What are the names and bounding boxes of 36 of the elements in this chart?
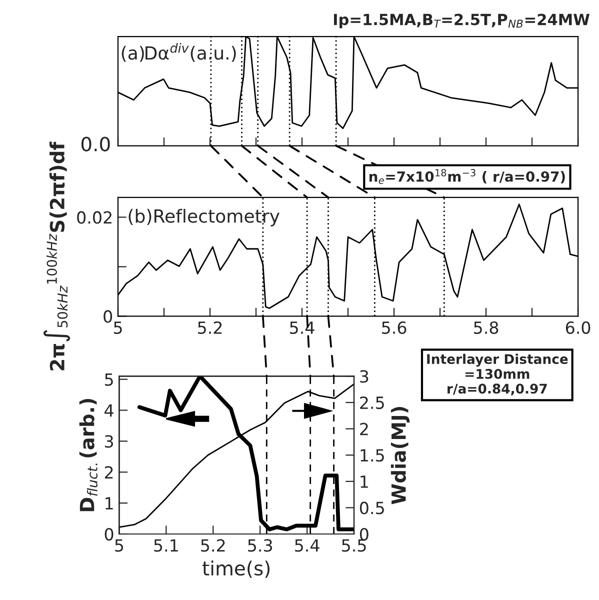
x-tick-label: 5: [115, 539, 124, 552]
text: n$_{e}$=7x10$^{18}$m$^{−3}$ ( r/a=0.97): [370, 169, 565, 184]
y-tick-label: 4: [104, 404, 114, 417]
annotation: (b)Reflectometry: [128, 208, 280, 226]
x-axis-title: time(s): [202, 560, 270, 578]
x-tick-label: 5.5: [342, 539, 366, 552]
x-tick-label: 5.1: [154, 539, 178, 552]
y-tick-label: 3: [105, 435, 114, 448]
y2-tick-label: 2.5: [360, 396, 384, 410]
y2-tick-label: 2: [360, 422, 368, 436]
x-tick-label: 5.4: [295, 539, 320, 552]
y-tick-label: 1: [106, 497, 113, 510]
x-tick-label: 5.3: [248, 539, 272, 552]
y-tick-label: 0.02: [77, 211, 112, 224]
y-tick-label: 0: [104, 528, 114, 541]
text: Ip=1.5MA,B$_{T}$=2.5T,P$_{NB}$=24MW: [334, 14, 590, 28]
annotation: (a)Dα$^{div}$(a.u.): [122, 43, 236, 62]
y2-tick-label: 3: [360, 370, 368, 383]
y-tick-label: 2: [104, 466, 113, 478]
y2-tick-label: 1.5: [360, 449, 384, 462]
y2-tick-label: 1: [360, 476, 368, 488]
y2-axis-title: Wdia(MJ): [390, 407, 410, 504]
x-tick-label: 5: [114, 322, 122, 334]
x-tick-label: 5.2: [198, 321, 222, 334]
text: Interlayer Distance =130mm r/a=0.84,0.97: [427, 354, 568, 396]
y-axis-title: 2π∫$_{50kHz}$$^{100kHz}$S(2πf)df: [43, 142, 70, 370]
x-tick-label: 5.8: [474, 321, 498, 334]
y-tick-label: 0: [104, 310, 112, 323]
x-tick-label: 5.2: [201, 539, 225, 552]
x-tick-label: 5.4: [290, 322, 314, 334]
y2-tick-label: 0.5: [360, 502, 384, 514]
y-tick-label: 5: [105, 373, 113, 386]
x-tick-label: 6.0: [566, 321, 590, 334]
y-axis-title: D$_{fluct.}$(arb.): [79, 398, 98, 512]
x-tick-label: 5.6: [382, 321, 406, 334]
text: 0.0: [81, 136, 110, 152]
